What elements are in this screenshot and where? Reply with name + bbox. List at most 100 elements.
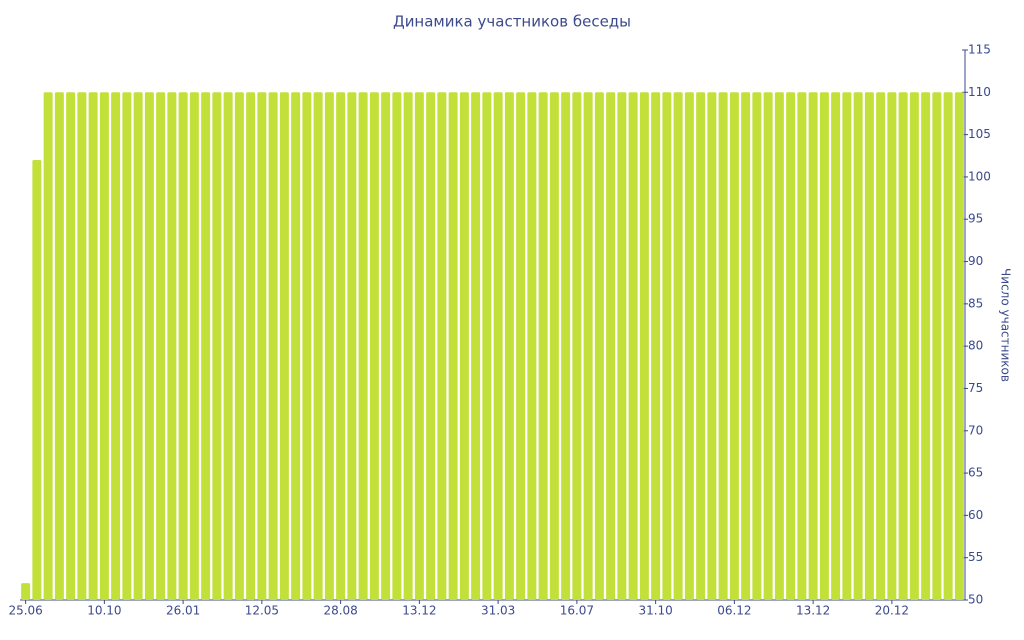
bar <box>167 92 177 601</box>
bar <box>583 92 593 601</box>
bar <box>381 92 391 601</box>
bar <box>291 92 301 601</box>
bar <box>831 92 841 601</box>
bar <box>493 92 503 601</box>
bar <box>561 92 571 601</box>
bar <box>943 92 953 601</box>
bar <box>437 92 447 601</box>
bar <box>482 92 492 601</box>
y-tick-label: 55 <box>968 550 983 564</box>
y-tick-label: 60 <box>968 508 983 522</box>
bar <box>358 92 368 601</box>
bar <box>223 92 233 601</box>
bar <box>932 92 942 601</box>
y-tick-label: 65 <box>968 466 983 480</box>
bar <box>527 92 537 601</box>
bar <box>504 92 514 601</box>
bar <box>707 92 717 601</box>
bar <box>448 92 458 601</box>
bar <box>459 92 469 601</box>
bar <box>606 92 616 601</box>
bar <box>392 92 402 601</box>
bar <box>369 92 379 601</box>
bar <box>302 92 312 601</box>
bar <box>662 92 672 601</box>
bar <box>189 92 199 601</box>
bar <box>853 92 863 601</box>
bar <box>111 92 121 601</box>
bar <box>144 92 154 601</box>
bar <box>257 92 267 601</box>
bar <box>279 92 289 601</box>
bar <box>516 92 526 601</box>
bar <box>156 92 166 601</box>
bar <box>763 92 773 601</box>
bar <box>549 92 559 601</box>
bar <box>684 92 694 601</box>
y-tick-label: 75 <box>968 381 983 395</box>
x-tick-label: 28.08 <box>323 604 357 618</box>
bar <box>808 92 818 601</box>
bar <box>842 92 852 601</box>
bar <box>898 92 908 601</box>
y-tick-label: 70 <box>968 423 983 437</box>
bar <box>54 92 64 601</box>
y-tick-label: 90 <box>968 254 983 268</box>
bar <box>324 92 334 601</box>
bar <box>594 92 604 601</box>
y-tick-label: 85 <box>968 296 983 310</box>
bar <box>696 92 706 601</box>
bar <box>66 92 76 601</box>
bar <box>864 92 874 601</box>
x-tick-label: 26.01 <box>166 604 200 618</box>
x-tick-label: 20.12 <box>875 604 909 618</box>
bar <box>313 92 323 601</box>
bar <box>21 583 31 600</box>
bar <box>347 92 357 601</box>
bar <box>88 92 98 601</box>
bar <box>741 92 751 601</box>
x-tick-label: 12.05 <box>245 604 279 618</box>
x-tick-label: 13.12 <box>796 604 830 618</box>
bar <box>122 92 132 601</box>
x-tick-label: 31.03 <box>481 604 515 618</box>
y-axis-title: Число участников <box>999 268 1013 382</box>
x-tick-label: 25.06 <box>8 604 42 618</box>
bar <box>617 92 627 601</box>
bar <box>572 92 582 601</box>
bar <box>234 92 244 601</box>
bar <box>268 92 278 601</box>
bar <box>77 92 87 601</box>
bar <box>718 92 728 601</box>
bar <box>403 92 413 601</box>
y-tick-label: 105 <box>968 127 991 141</box>
bar <box>921 92 931 601</box>
y-tick-label: 115 <box>968 43 991 57</box>
bar <box>414 92 424 601</box>
bar <box>673 92 683 601</box>
y-tick-label: 95 <box>968 212 983 226</box>
bar <box>628 92 638 601</box>
y-tick-label: 50 <box>968 593 983 607</box>
x-tick-label: 31.10 <box>638 604 672 618</box>
bar <box>729 92 739 601</box>
bar <box>797 92 807 601</box>
bar <box>471 92 481 601</box>
bar <box>909 92 919 601</box>
bar <box>133 92 143 601</box>
bar <box>752 92 762 601</box>
bar <box>538 92 548 601</box>
bar <box>887 92 897 601</box>
bar <box>786 92 796 601</box>
x-tick-label: 10.10 <box>87 604 121 618</box>
bar <box>32 160 42 600</box>
bar <box>819 92 829 601</box>
x-tick-label: 13.12 <box>402 604 436 618</box>
y-tick-label: 80 <box>968 339 983 353</box>
x-tick-label: 16.07 <box>560 604 594 618</box>
bar <box>876 92 886 601</box>
bar <box>639 92 649 601</box>
x-tick-label: 06.12 <box>717 604 751 618</box>
bar <box>954 92 964 601</box>
